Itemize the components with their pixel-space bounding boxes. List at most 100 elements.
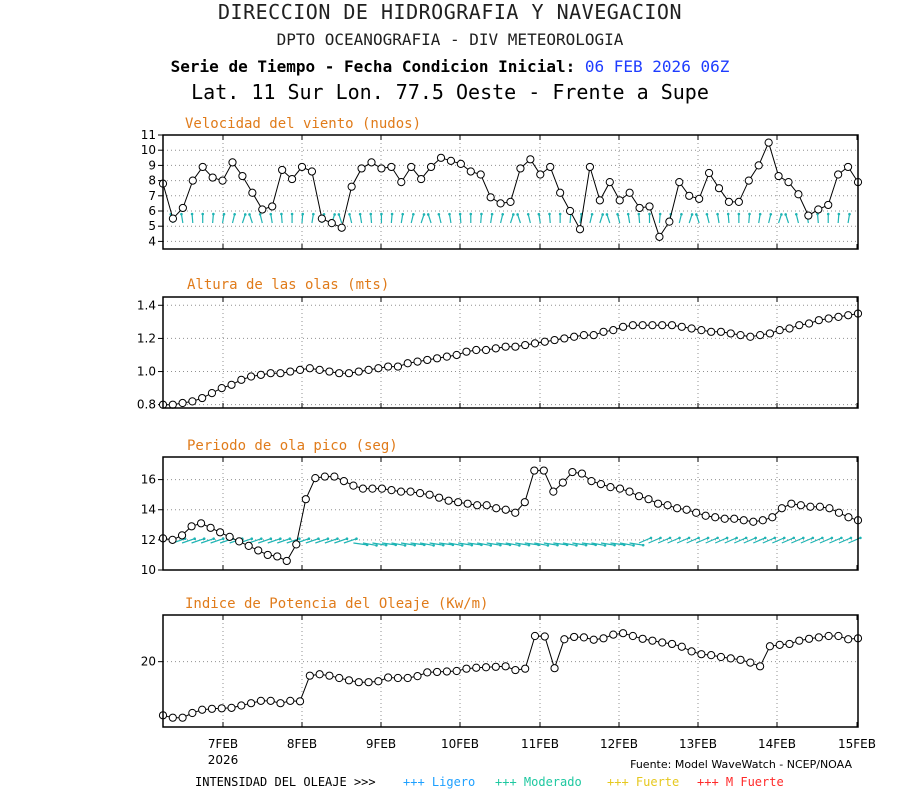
wind-arrow xyxy=(248,214,253,224)
header-title: DIRECCION DE HIDROGRAFIA Y NAVEGACION xyxy=(217,0,683,24)
data-point xyxy=(406,487,415,496)
data-point xyxy=(337,223,346,232)
wind-arrow xyxy=(315,538,329,544)
data-point xyxy=(442,667,451,676)
data-point xyxy=(377,164,386,173)
wind-arrow xyxy=(524,542,539,546)
data-point xyxy=(216,528,225,537)
y-tick-label: 5 xyxy=(148,219,156,233)
data-point xyxy=(403,673,412,683)
wind-arrow-head xyxy=(601,213,604,216)
wind-arrow xyxy=(370,213,373,224)
data-point xyxy=(486,193,495,202)
wind-arrow-head xyxy=(375,544,378,547)
data-point xyxy=(599,327,608,336)
wind-arrow-head xyxy=(792,536,796,540)
wind-arrow xyxy=(758,214,761,224)
wind-arrow xyxy=(477,542,491,547)
data-point xyxy=(501,662,510,671)
data-point xyxy=(292,540,301,549)
wind-arrow xyxy=(616,214,621,224)
y-tick-label: 1.4 xyxy=(137,298,156,312)
data-point xyxy=(466,167,475,176)
series-line-2 xyxy=(163,313,859,406)
wind-arrow xyxy=(695,214,700,224)
wind-arrow xyxy=(569,213,572,224)
wind-arrow xyxy=(543,542,558,546)
data-point xyxy=(374,364,383,373)
data-point xyxy=(549,487,558,496)
wind-arrow-head xyxy=(658,212,662,216)
wind-arrow-head xyxy=(441,543,445,547)
data-point xyxy=(297,162,307,172)
wind-arrow-head xyxy=(754,536,757,540)
wind-arrow-head xyxy=(687,536,691,540)
wind-arrow-head xyxy=(649,536,653,540)
wind-arrow-head xyxy=(695,213,698,216)
data-point xyxy=(530,466,539,475)
wind-arrow xyxy=(359,214,363,224)
data-point xyxy=(315,670,324,679)
wind-arrow xyxy=(334,538,348,544)
wind-arrow-head xyxy=(706,536,710,540)
data-point xyxy=(168,535,177,544)
panel-title-2: Altura de las olas (mts) xyxy=(187,277,389,293)
wind-arrow-head xyxy=(830,536,834,540)
wind-arrow xyxy=(480,213,483,224)
data-point xyxy=(320,472,329,481)
wind-arrow xyxy=(838,537,852,544)
wind-arrow xyxy=(499,214,504,224)
data-point xyxy=(596,480,606,489)
wind-arrow xyxy=(448,214,452,224)
data-point xyxy=(228,158,237,167)
data-point xyxy=(426,162,436,172)
wind-arrow-head xyxy=(201,212,205,216)
data-point xyxy=(403,359,412,368)
wind-arrow-head xyxy=(248,213,251,216)
panel-title-4: Indice de Potencia del Oleaje (Kw/m) xyxy=(185,596,488,612)
data-point xyxy=(795,321,804,330)
data-point xyxy=(644,495,653,504)
data-point xyxy=(462,347,471,356)
data-point xyxy=(436,153,446,162)
data-point xyxy=(462,664,471,673)
data-point xyxy=(206,523,215,532)
wind-arrow-head xyxy=(744,536,748,540)
data-point xyxy=(625,188,634,197)
wind-arrow xyxy=(410,542,425,546)
wind-arrow-head xyxy=(659,536,662,540)
data-point xyxy=(266,696,275,705)
data-point xyxy=(168,400,177,409)
data-point xyxy=(625,487,634,496)
wind-arrow-head xyxy=(527,543,531,547)
wind-arrow-head xyxy=(432,544,435,547)
data-point xyxy=(648,636,657,645)
data-point xyxy=(539,466,548,475)
data-point xyxy=(268,202,277,211)
data-point xyxy=(456,159,465,168)
data-point xyxy=(207,704,217,713)
data-point xyxy=(711,513,720,522)
wind-arrow-head xyxy=(337,213,341,216)
legend-item-2: +++ Moderado xyxy=(495,775,582,789)
data-point xyxy=(804,319,814,328)
wind-arrow xyxy=(259,214,263,224)
wind-arrow-head xyxy=(784,213,787,216)
wind-arrow xyxy=(181,538,195,544)
data-point xyxy=(579,633,589,642)
wind-arrow xyxy=(638,213,641,224)
data-point xyxy=(707,327,716,336)
wind-arrow xyxy=(606,214,611,224)
wind-arrow-head xyxy=(390,212,394,216)
wind-arrow xyxy=(200,538,214,544)
wind-arrow-head xyxy=(380,212,383,216)
wind-arrow-head xyxy=(680,212,683,216)
wind-arrow-head xyxy=(516,213,519,216)
wind-arrow xyxy=(490,214,493,224)
wind-arrow xyxy=(778,214,782,224)
panel-frame-2 xyxy=(162,296,859,409)
data-point xyxy=(225,532,234,541)
data-point xyxy=(673,504,682,513)
data-point xyxy=(178,203,187,213)
wind-arrow xyxy=(847,214,851,224)
